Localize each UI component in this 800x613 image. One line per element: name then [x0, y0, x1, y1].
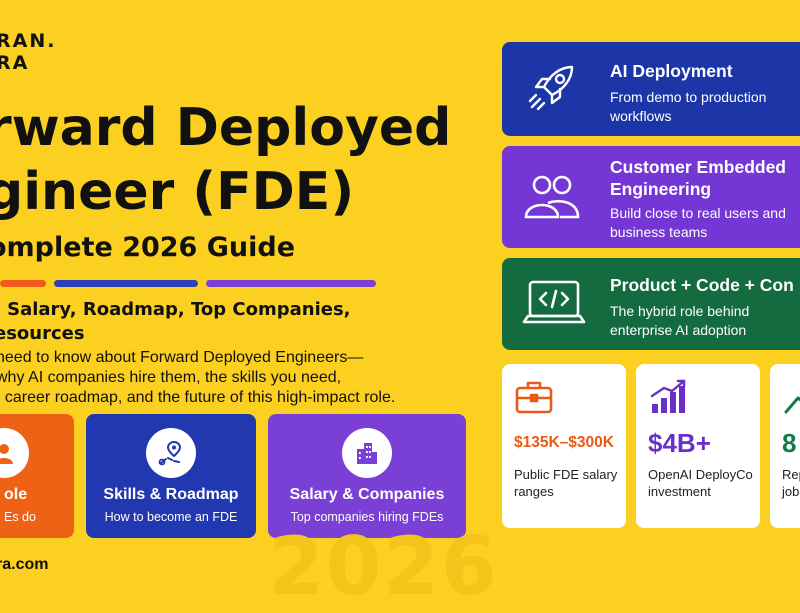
cta-subtitle: Es do: [4, 510, 36, 524]
stat-label-line-1: Public FDE salary: [514, 467, 618, 482]
cta-icon-circle: [342, 428, 392, 478]
cta-icon-circle: [146, 428, 196, 478]
stat-label-line-2: job: [782, 484, 800, 499]
page-title: rward Deployed gineer (FDE): [0, 96, 451, 224]
feature-desc-line-2: business teams: [610, 224, 708, 240]
stat-label-line-2: investment: [648, 484, 711, 499]
tagline-line-1: , Salary, Roadmap, Top Companies,: [0, 299, 351, 320]
stat-value: $4B+: [648, 428, 711, 458]
cta-card-skills-roadmap[interactable]: Skills & Roadmap How to become an FDE: [86, 414, 256, 538]
intro-line-3: , career roadmap, and the future of this…: [0, 389, 396, 406]
brand-logo: RAN. RA: [0, 30, 56, 74]
cta-title: Skills & Roadmap: [103, 486, 239, 503]
feature-title-line-1: Customer Embedded: [610, 157, 786, 177]
intro-line-1: need to know about Forward Deployed Engi…: [0, 349, 364, 366]
briefcase-icon: [515, 381, 553, 414]
accent-bar-blue: [54, 280, 198, 287]
website-link[interactable]: ra.com: [0, 556, 49, 573]
accent-bar-orange: [0, 280, 46, 287]
stat-card-investment: $4B+ OpenAI DeployCo investment: [636, 364, 760, 528]
stat-value: $135K–$300K: [514, 434, 614, 451]
feature-card-product-code: Product + Code + Con The hybrid role beh…: [502, 258, 800, 350]
cta-subtitle: How to become an FDE: [104, 510, 238, 524]
stat-card-jobs: 8 Rep job: [770, 364, 800, 528]
feature-desc-line-1: The hybrid role behind: [610, 303, 750, 319]
cta-title: ole: [4, 486, 28, 503]
feature-card-customer-engineering: Customer Embedded Engineering Build clos…: [502, 146, 800, 248]
feature-desc-line-2: enterprise AI adoption: [610, 322, 747, 338]
building-icon: [357, 443, 377, 464]
bar-chart-icon: [650, 379, 686, 413]
stat-label-line-2: ranges: [514, 484, 554, 499]
page-subtitle: omplete 2026 Guide: [0, 232, 296, 263]
cta-subtitle: Top companies hiring FDEs: [290, 510, 444, 524]
feature-title-line-2: Engineering: [610, 179, 712, 199]
intro-line-2: why AI companies hire them, the skills y…: [0, 369, 342, 386]
cta-icon-circle: [0, 428, 29, 478]
feature-desc-line-2: workflows: [610, 108, 672, 124]
feature-card-ai-deployment: AI Deployment From demo to production wo…: [502, 42, 800, 136]
cta-card-salary-companies[interactable]: Salary & Companies Top companies hiring …: [268, 414, 466, 538]
brand-line-2: RA: [0, 52, 30, 74]
year-watermark: 2026: [268, 520, 499, 613]
stat-label: Public FDE salary ranges: [514, 466, 617, 500]
person-icon: [0, 444, 13, 464]
map-route-icon: [158, 440, 182, 466]
feature-desc-line-1: Build close to real users and: [610, 205, 786, 221]
tagline-line-2: esources: [0, 323, 85, 344]
stat-card-salary: $135K–$300K Public FDE salary ranges: [502, 364, 626, 528]
feature-title: Product + Code + Con: [610, 275, 794, 295]
accent-bar-purple: [206, 280, 376, 287]
stat-label-line-1: Rep: [782, 467, 800, 482]
title-line-1: rward Deployed: [0, 98, 452, 158]
feature-title: AI Deployment: [610, 61, 733, 81]
users-icon: [524, 175, 580, 219]
tagline: , Salary, Roadmap, Top Companies, esourc…: [0, 298, 351, 346]
trend-up-icon: [784, 396, 800, 414]
stat-label: OpenAI DeployCo investment: [648, 466, 753, 500]
stat-label-line-1: OpenAI DeployCo: [648, 467, 753, 482]
feature-desc-line-1: From demo to production: [610, 89, 767, 105]
title-line-2: gineer (FDE): [0, 162, 355, 222]
brand-line-1: RAN.: [0, 30, 57, 52]
stat-label: Rep job: [782, 466, 800, 500]
rocket-icon: [528, 65, 574, 111]
laptop-code-icon: [522, 280, 586, 324]
cta-card-role[interactable]: ole Es do: [0, 414, 74, 538]
cta-title: Salary & Companies: [289, 486, 445, 503]
intro-text: need to know about Forward Deployed Engi…: [0, 348, 395, 408]
stat-value: 8: [782, 428, 797, 458]
